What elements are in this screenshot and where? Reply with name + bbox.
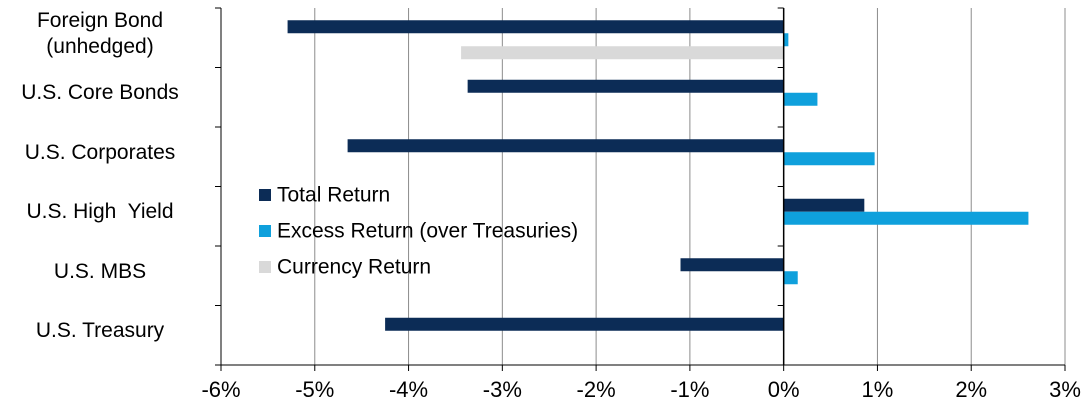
x-tick-label: -5%	[295, 377, 334, 402]
y-tick-label: U.S. MBS	[53, 259, 147, 283]
legend-label: Excess Return (over Treasuries)	[277, 220, 578, 243]
x-tick-label: -6%	[201, 377, 240, 402]
bar	[461, 46, 784, 60]
legend-swatch	[259, 225, 271, 237]
x-tick-label: 0%	[768, 377, 800, 402]
x-tick-label: 2%	[955, 377, 987, 402]
bar	[783, 33, 789, 47]
y-tick-label: U.S. High Yield	[26, 200, 174, 224]
x-tick-label: 3%	[1049, 377, 1081, 402]
x-tick-label: -2%	[577, 377, 616, 402]
x-tick-label: -1%	[670, 377, 709, 402]
y-tick-label: U.S. Treasury	[35, 319, 165, 343]
y-tick-label: U.S. Core Bonds	[21, 81, 179, 105]
bar	[783, 211, 1029, 225]
bar	[783, 92, 818, 106]
bar	[385, 317, 784, 331]
legend-label: Currency Return	[277, 256, 431, 279]
legend-swatch	[259, 189, 271, 201]
y-tick-label: Foreign Bond (unhedged)	[36, 8, 164, 58]
bar	[680, 258, 784, 272]
bar	[287, 20, 784, 34]
legend-label: Total Return	[277, 184, 390, 207]
bar	[783, 198, 865, 212]
x-tick-label: 1%	[862, 377, 894, 402]
bar	[467, 79, 784, 93]
x-tick-label: -4%	[389, 377, 428, 402]
legend-swatch	[259, 261, 271, 273]
y-tick-label: U.S. Corporates	[24, 140, 176, 164]
bar	[783, 271, 798, 285]
bar	[783, 152, 875, 166]
bar	[347, 139, 784, 153]
x-tick-label: -3%	[483, 377, 522, 402]
